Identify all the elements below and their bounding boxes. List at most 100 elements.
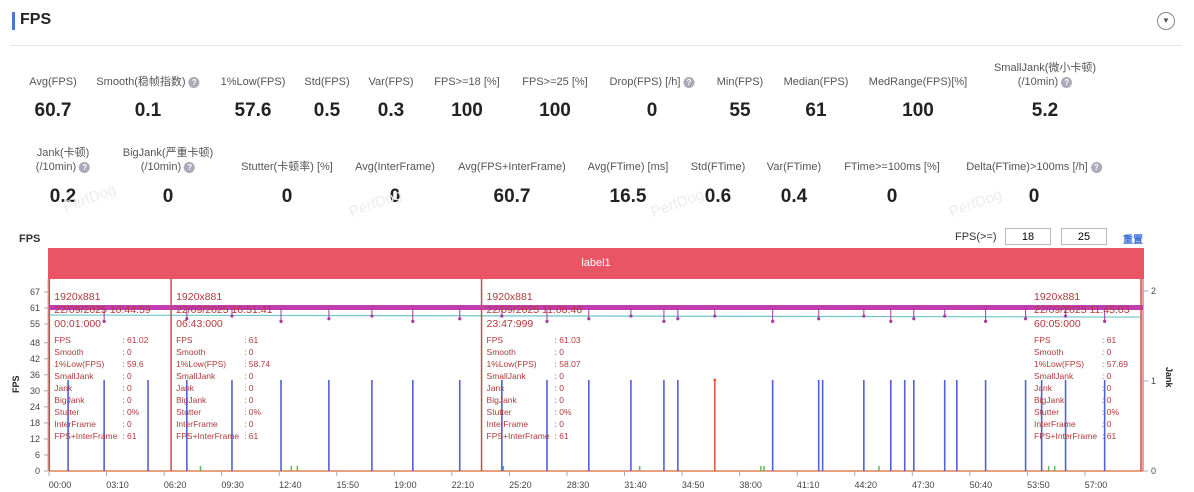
stat-3: Avg(InterFrame) 0 (355, 160, 435, 207)
stat-label-text: Smooth(稳帧指数) (96, 76, 186, 88)
fps-threshold-1-input[interactable] (1005, 228, 1051, 245)
marker-row-label: FPS (54, 335, 71, 345)
stat-label-text: Avg(InterFrame) (355, 161, 435, 173)
stat-label: Var(FTime) (767, 160, 821, 174)
stat-4: Var(FPS) 0.3 (368, 75, 413, 121)
marker-row-value: : 0 (555, 371, 565, 381)
fps-dip-point (327, 317, 331, 321)
stat-9: Median(FPS) 61 (784, 75, 849, 121)
stat-value: 0.5 (313, 100, 341, 121)
help-icon[interactable]: ? (79, 161, 91, 173)
y2-tick-label: 2 (1151, 286, 1156, 296)
stat-7: Drop(FPS) [/h] ? 0 (610, 75, 695, 121)
stat-label: Drop(FPS) [/h] ? (610, 75, 695, 89)
chevron-down-icon: ▼ (1162, 16, 1170, 25)
stat-value: 0 (162, 186, 174, 207)
collapse-toggle[interactable]: ▼ (1157, 12, 1175, 30)
fps-threshold-2-input[interactable] (1061, 228, 1107, 245)
help-icon[interactable]: ? (188, 76, 200, 88)
marker-date: 22/09/2025 11:08:46 (487, 304, 583, 316)
marker-row-label: Smooth (54, 347, 84, 357)
fps-dip-point (1103, 319, 1107, 323)
stat-label-text: 1%Low(FPS) (220, 76, 286, 88)
stat-value: 100 (539, 100, 571, 121)
marker-row-value: : 61.02 (122, 335, 148, 345)
marker-row-label: FPS (1034, 335, 1051, 345)
marker-row-value: : 59.6 (122, 359, 144, 369)
chart-title: FPS (19, 233, 41, 245)
marker-res: 1920x881 (54, 291, 100, 303)
marker-row-label: Stutter (54, 407, 79, 417)
marker-row-value: : 61 (244, 431, 258, 441)
x-tick-label: 28:30 (567, 480, 590, 490)
marker-row-label: Jank (487, 383, 506, 393)
marker-row-label: BigJank (1034, 395, 1065, 405)
marker-row-value: : 0 (244, 371, 254, 381)
stat-6: FPS>=25 [%] 100 (522, 75, 588, 121)
y2-axis-label: Jank (1164, 367, 1174, 389)
stat-label-text: Avg(FPS) (29, 76, 77, 88)
marker-row-label: InterFrame (176, 419, 218, 429)
fps-dip-point (676, 317, 680, 321)
stat-9: Delta(FTime)>100ms [/h] ? 0 (966, 160, 1102, 207)
marker-row-label: SmallJank (1034, 371, 1074, 381)
help-icon[interactable]: ? (1090, 161, 1102, 173)
help-icon[interactable]: ? (1061, 76, 1073, 88)
stat-label: SmallJank(微小卡顿) (994, 61, 1096, 75)
reset-button[interactable]: 重置 (1123, 235, 1143, 246)
label-band[interactable]: label1 (48, 248, 1144, 279)
watermark: PerfDog (648, 186, 707, 221)
stat-label: BigJank(严重卡顿) (123, 146, 213, 160)
help-icon[interactable]: ? (184, 161, 196, 173)
marker-date: 22/09/2025 10:44:59 (54, 304, 151, 316)
marker-row-value: : 58.07 (555, 359, 581, 369)
stat-label: Jank(卡顿) (36, 146, 90, 160)
x-tick-label: 31:40 (624, 480, 647, 490)
fps-dip-point (1023, 317, 1028, 321)
marker-res: 1920x881 (487, 291, 533, 303)
stat-label-text: Avg(FTime) [ms] (587, 161, 669, 173)
marker-row-label: InterFrame (487, 419, 529, 429)
fps-dip-point (458, 317, 462, 321)
y-tick-label: 36 (30, 370, 40, 380)
marker-row-label: Smooth (487, 347, 517, 357)
stat-value: 0.4 (780, 186, 808, 207)
marker-row-value: : 0 (1102, 371, 1112, 381)
y-tick-label: 42 (30, 354, 40, 364)
marker-row-label: FPS+InterFrame (1034, 431, 1097, 441)
marker-row-value: : 0% (244, 407, 261, 417)
marker-time: 00:01:000 (54, 318, 101, 330)
marker-row-label: Stutter (1034, 407, 1059, 417)
stat-0: Avg(FPS) 60.7 (29, 75, 77, 121)
y-tick-label: 18 (30, 418, 40, 428)
marker-row-value: : 0 (122, 347, 132, 357)
stat-value: 61 (805, 100, 827, 121)
y-axis-label: FPS (11, 375, 21, 393)
fps-dip-point (943, 314, 947, 318)
y-tick-label: 6 (35, 450, 40, 460)
stat-value: 60.7 (493, 186, 531, 207)
fps-dip-point (587, 317, 591, 321)
stat-label-text: FPS>=25 [%] (522, 76, 588, 88)
stat-label-text: Min(FPS) (716, 76, 764, 88)
marker-row-label: FPS+InterFrame (54, 431, 117, 441)
stat-label: Avg(InterFrame) (355, 160, 435, 174)
marker-row-label: SmallJank (54, 371, 94, 381)
stat-1: Smooth(稳帧指数) ? 0.1 (96, 75, 200, 121)
marker-row-label: Stutter (487, 407, 512, 417)
fps-dip-point (817, 317, 821, 321)
stat-label-text: SmallJank(微小卡顿) (993, 62, 1097, 74)
stat-label: Avg(FTime) [ms] (588, 160, 669, 174)
help-icon[interactable]: ? (683, 76, 695, 88)
marker-row-label: Jank (176, 383, 195, 393)
marker-row-value: : 0 (1102, 347, 1112, 357)
stat-value: 5.2 (1031, 100, 1059, 121)
marker-row-label: InterFrame (54, 419, 96, 429)
x-tick-label: 57:00 (1085, 480, 1108, 490)
x-tick-label: 12:40 (279, 480, 302, 490)
marker-row-label: FPS+InterFrame (487, 431, 550, 441)
